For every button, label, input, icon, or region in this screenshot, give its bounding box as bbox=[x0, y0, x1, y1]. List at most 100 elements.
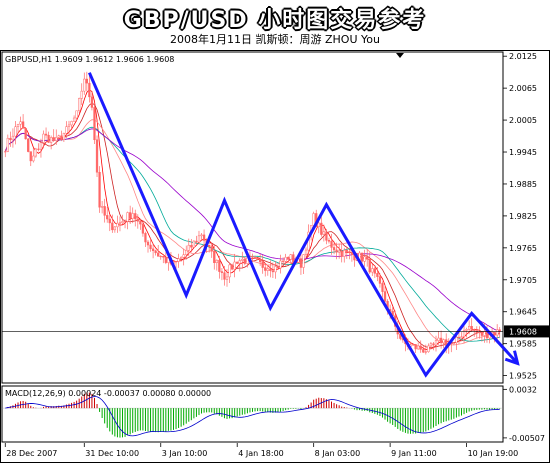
candle bbox=[325, 229, 328, 245]
candle bbox=[480, 331, 484, 342]
candle-body bbox=[238, 260, 241, 264]
candle bbox=[32, 147, 35, 163]
candle bbox=[439, 330, 443, 349]
macd-pane: MACD(12,26,9) 0.00024 -0.00037 0.00080 0… bbox=[1, 385, 504, 443]
candle bbox=[129, 205, 132, 224]
candle bbox=[274, 261, 277, 279]
candle bbox=[208, 244, 211, 253]
time-tick-label: 28 Dec 2007 bbox=[6, 449, 57, 458]
candle-body bbox=[478, 331, 481, 334]
candle-body bbox=[11, 135, 15, 141]
candle bbox=[29, 151, 32, 167]
candle-body bbox=[264, 267, 267, 271]
candle-body bbox=[434, 340, 438, 346]
candle bbox=[9, 131, 12, 147]
candle bbox=[363, 249, 366, 267]
candle-body bbox=[340, 250, 343, 257]
candle-body bbox=[6, 137, 9, 152]
candle bbox=[281, 257, 285, 266]
candle bbox=[422, 345, 425, 354]
candle bbox=[381, 281, 384, 298]
candle bbox=[6, 134, 9, 153]
price-tick-label: 2.0065 bbox=[509, 84, 537, 93]
candle bbox=[121, 214, 124, 225]
candle bbox=[11, 128, 15, 148]
candle bbox=[299, 251, 303, 275]
candle bbox=[256, 258, 259, 261]
candle-body bbox=[24, 128, 27, 140]
candle bbox=[57, 134, 60, 140]
candle-body bbox=[75, 110, 78, 119]
candle bbox=[320, 216, 323, 237]
candle-body bbox=[65, 126, 68, 134]
moving-average-50 bbox=[4, 128, 500, 333]
candle-body bbox=[4, 151, 7, 153]
candle bbox=[70, 120, 73, 129]
candle-body bbox=[192, 240, 196, 248]
candle-body bbox=[50, 137, 53, 143]
candle-body bbox=[144, 233, 147, 243]
candle bbox=[103, 198, 106, 223]
candle-body bbox=[465, 329, 468, 331]
candle bbox=[98, 166, 101, 213]
candle bbox=[123, 219, 127, 229]
candle bbox=[197, 230, 201, 245]
macd-tick-label: -0.00507 bbox=[509, 434, 545, 443]
candle-body bbox=[429, 343, 433, 347]
candle bbox=[80, 83, 83, 106]
candle bbox=[271, 262, 275, 278]
candle bbox=[427, 343, 430, 353]
candle-body bbox=[327, 240, 331, 242]
candle-body bbox=[67, 124, 71, 127]
candle-body bbox=[139, 220, 142, 225]
candle-body bbox=[284, 256, 287, 262]
candle bbox=[88, 76, 91, 103]
candle bbox=[378, 273, 382, 288]
candle bbox=[85, 71, 88, 92]
candle-body bbox=[422, 349, 425, 353]
candle-body bbox=[210, 246, 213, 252]
candle bbox=[368, 252, 371, 274]
candle bbox=[37, 143, 40, 152]
zigzag-arrowhead-icon bbox=[504, 350, 520, 366]
candle-body bbox=[259, 259, 262, 263]
candle-body bbox=[330, 241, 333, 248]
candle-body bbox=[106, 215, 109, 220]
candle bbox=[243, 256, 246, 266]
candle-body bbox=[9, 137, 12, 141]
candle-body bbox=[29, 151, 32, 162]
candle-body bbox=[70, 121, 73, 126]
candle-body bbox=[230, 264, 234, 270]
candle bbox=[39, 138, 43, 158]
candle-body bbox=[266, 268, 269, 271]
candle bbox=[95, 135, 99, 178]
candle-body bbox=[371, 268, 374, 273]
candle bbox=[462, 325, 466, 344]
candle-body bbox=[228, 264, 231, 278]
candle-body bbox=[462, 330, 466, 338]
candle bbox=[179, 256, 183, 262]
candle bbox=[261, 254, 264, 274]
candle bbox=[304, 247, 308, 259]
candle bbox=[289, 253, 292, 263]
candle-body bbox=[343, 250, 346, 257]
candle-body bbox=[98, 171, 101, 208]
candle bbox=[44, 127, 48, 139]
chart-panel: GBPUSD,H1 1.9609 1.9612 1.9606 1.9608 2.… bbox=[0, 50, 550, 463]
candle-body bbox=[271, 270, 275, 273]
candle-body bbox=[108, 218, 111, 224]
candle bbox=[27, 138, 30, 153]
candle-body bbox=[149, 244, 152, 250]
candle-body bbox=[414, 344, 417, 350]
candle bbox=[259, 254, 262, 266]
candle bbox=[75, 110, 78, 122]
candle-body bbox=[332, 247, 336, 251]
candle-body bbox=[256, 258, 259, 260]
candle-body bbox=[215, 259, 218, 264]
candle bbox=[210, 243, 213, 258]
candle bbox=[215, 259, 218, 271]
candle bbox=[343, 247, 346, 263]
chart-header: GBP/USD 小时图交易参考 2008年1月11日 凯斯顿：周游 ZHOU Y… bbox=[0, 0, 550, 50]
macd-info: MACD(12,26,9) 0.00024 -0.00037 0.00080 0… bbox=[5, 389, 211, 398]
candle-body bbox=[432, 343, 435, 346]
